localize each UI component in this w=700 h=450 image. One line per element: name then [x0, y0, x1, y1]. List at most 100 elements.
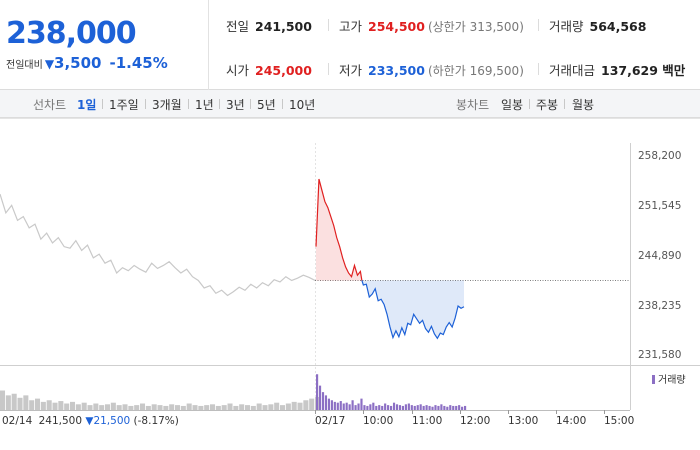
period-monthly-candle[interactable]: 월봉 [572, 98, 595, 112]
volume-bar [392, 402, 396, 410]
volume-bar [11, 393, 17, 410]
volume-bar [140, 403, 146, 410]
up-area [316, 179, 362, 281]
volume-bar [297, 402, 303, 410]
volume-bar [0, 390, 6, 410]
period-1-day[interactable]: 1일 [77, 98, 97, 112]
volume-bar [291, 401, 297, 410]
x-tick: 12:00 [460, 415, 491, 427]
candle-chart-label: 봉차트 [456, 98, 490, 112]
volume-bar [434, 405, 437, 410]
volume-bar [372, 402, 375, 410]
volume-bar [245, 405, 251, 410]
volume-bar [75, 404, 81, 410]
period-3-year[interactable]: 3년 [226, 98, 245, 112]
stat-prev-close: 전일 241,500 [226, 16, 312, 35]
volume-bar [354, 405, 357, 410]
volume-bar [204, 405, 210, 410]
volume-bar [363, 405, 366, 410]
volume-bar [192, 405, 198, 410]
volume-bar [437, 405, 440, 410]
volume-bar [464, 405, 467, 410]
volume-bar [419, 404, 422, 410]
period-1-year[interactable]: 1년 [195, 98, 214, 112]
period-3-month[interactable]: 3개월 [152, 98, 182, 112]
stat-label: 전일 [226, 19, 250, 34]
volume-bar [384, 403, 387, 410]
volume-bar [318, 385, 322, 410]
down-arrow-icon: ▼ [44, 57, 55, 71]
line-chart-label: 선차트 [33, 98, 67, 112]
prev-day-line [0, 193, 316, 297]
period-weekly-candle[interactable]: 주봉 [536, 98, 559, 112]
stat-volume: 거래량 564,568 [549, 16, 646, 35]
volume-bar [387, 405, 390, 410]
stat-label: 고가 [339, 19, 363, 34]
x-tick: 11:00 [412, 415, 443, 427]
volume-bar [407, 403, 410, 410]
stat-value: 233,500 [368, 63, 425, 78]
volume-bar [186, 403, 192, 410]
volume-bar [378, 405, 381, 410]
divider [219, 99, 220, 109]
volume-bar [151, 404, 157, 410]
volume-bar [58, 401, 64, 410]
divider [538, 63, 539, 75]
prev-change-pct: (-8.17%) [133, 415, 179, 427]
stat-value: 241,500 [255, 19, 312, 34]
volume-bar [157, 405, 163, 410]
divider [328, 63, 329, 75]
period-1-week[interactable]: 1주일 [109, 98, 139, 112]
stat-trade-value: 거래대금 137,629 백만 [549, 60, 685, 79]
volume-bar [210, 404, 216, 410]
stat-value: 245,000 [255, 63, 312, 78]
change-label: 전일대비 [6, 60, 43, 71]
volume-bar [52, 402, 58, 410]
volume-bar [274, 402, 280, 410]
volume-bar [93, 403, 99, 410]
x-tick: 15:00 [604, 415, 635, 427]
volume-bar [413, 405, 416, 410]
volume-bar [35, 398, 41, 410]
volume-bar [324, 395, 328, 410]
volume-bar [163, 405, 169, 410]
volume-bar [169, 404, 175, 410]
divider [529, 99, 530, 109]
volume-bar [87, 405, 93, 410]
volume-bar [339, 401, 342, 410]
y-tick: 231,580 [638, 349, 682, 361]
chart-canvas[interactable] [0, 118, 700, 450]
x-tick: 02/14 [2, 415, 33, 427]
volume-bar [428, 405, 431, 410]
prev-day-info: 02/14 241,500 ▼21,500 (-8.17%) [2, 415, 179, 427]
stat-value: 254,500 [368, 19, 425, 34]
volume-bar [29, 400, 35, 410]
volume-bar [46, 400, 52, 410]
volume-bar [333, 401, 336, 410]
stat-value: 564,568 [589, 19, 647, 34]
lower-limit: (하한가 169,500) [427, 64, 524, 78]
price-chart[interactable]: 258,200 251,545 244,890 238,235 231,580 … [0, 118, 700, 450]
volume-bar [401, 405, 404, 410]
period-10-year[interactable]: 10년 [289, 98, 316, 112]
volume-bar [70, 401, 76, 410]
volume-bar [398, 405, 402, 410]
down-area [361, 280, 464, 339]
period-daily-candle[interactable]: 일봉 [501, 98, 524, 112]
stat-low: 저가 233,500 (하한가 169,500) [339, 60, 524, 79]
volume-bar [280, 405, 286, 410]
volume-bar [345, 402, 348, 410]
quote-header: 238,000 전일대비 ▼3,500 -1.45% 전일 241,500 고가 254… [0, 0, 700, 90]
divider [538, 19, 539, 31]
up-line [315, 178, 363, 281]
y-tick: 238,235 [638, 300, 682, 312]
volume-bar [180, 405, 186, 410]
volume-bar [342, 403, 345, 410]
period-5-year[interactable]: 5년 [257, 98, 276, 112]
volume-bar [351, 400, 354, 410]
volume-bar [404, 404, 407, 410]
volume-bar [360, 398, 363, 410]
volume-bar [23, 395, 29, 410]
current-price: 238,000 [6, 16, 137, 51]
volume-bar [5, 395, 11, 410]
